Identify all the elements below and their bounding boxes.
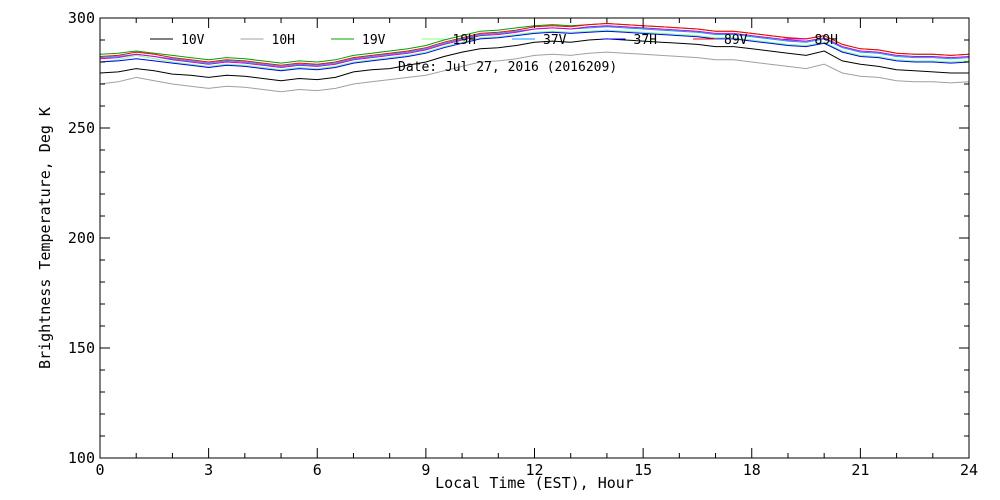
series-line-10H [99,51,970,93]
x-tick-label: 15 [634,461,652,479]
x-tick-label: 9 [421,461,430,479]
y-tick-label: 200 [68,229,95,247]
x-axis-title: Local Time (EST), Hour [435,474,634,492]
x-tick-label: 12 [525,461,543,479]
series-line-89H [99,25,970,69]
x-tick-label: 3 [204,461,213,479]
x-tick-label: 21 [851,461,869,479]
x-tick-label: 24 [960,461,978,479]
legend-label-19V: 19V [362,33,386,48]
x-tick-label: 18 [743,461,761,479]
x-tick-label: 0 [95,461,104,479]
date-annotation: Date: Jul 27, 2016 (2016209) [398,60,617,75]
series-layer [99,22,970,93]
legend-label-10H: 10H [272,33,295,48]
y-tick-label: 300 [68,9,95,27]
x-tick-label: 6 [313,461,322,479]
plot-frame [99,17,970,459]
legend-label-89V: 89V [724,33,748,48]
ticks-layer: 0 3 6 9 12 15 18 21 24 100 150 200 250 300 [68,9,978,479]
legend-label-10V: 10V [181,33,205,48]
series-line-10V [99,38,969,82]
y-tick-label: 100 [68,449,95,467]
legend: 10V 10H 19V 19H 37V 37H 89V 89H [150,33,838,48]
series-line-37H [99,30,970,72]
legend-label-37H: 37H [634,33,657,48]
y-tick-label: 250 [68,119,95,137]
y-tick-label: 150 [68,339,95,357]
legend-label-89H: 89H [815,33,838,48]
legend-label-19H: 19H [453,33,476,48]
legend-label-37V: 37V [543,33,567,48]
y-axis-title: Brightness Temperature, Deg K [36,107,54,369]
series-line-19H [99,29,970,71]
